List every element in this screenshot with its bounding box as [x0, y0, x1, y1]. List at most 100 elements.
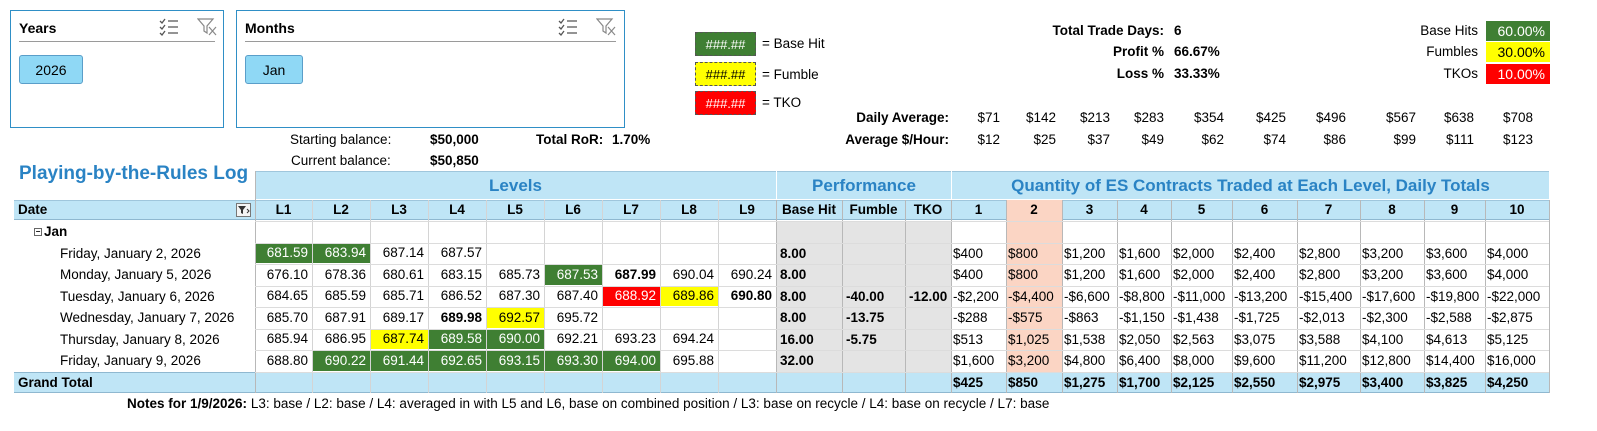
tkos-label: TKOs	[1443, 66, 1478, 81]
average-hour-label: Average $/Hour:	[845, 132, 949, 147]
level-cell	[603, 243, 660, 263]
daily-average-value: $638	[1443, 110, 1474, 125]
average-hour-value: $123	[1502, 132, 1533, 147]
quantity-cell: $4,000	[1487, 245, 1529, 261]
daily-average-label: Daily Average:	[856, 110, 949, 125]
fumbles-label: Fumbles	[1426, 44, 1478, 59]
quantity-cell: -$19,800	[1426, 288, 1480, 304]
grid-line	[1171, 200, 1172, 393]
row-date: Monday, January 5, 2026	[60, 267, 212, 282]
grid-line	[544, 200, 545, 393]
clear-filter-icon[interactable]	[197, 18, 217, 36]
quantity-cell: $4,800	[1064, 353, 1106, 368]
level-cell: 688.92	[603, 286, 660, 306]
level-cell: 687.40	[556, 288, 598, 303]
quantity-cell: -$4,400	[1008, 288, 1054, 304]
column-header-qty-9: 9	[1450, 202, 1459, 217]
performance-cell: -5.75	[846, 331, 877, 347]
level-cell: 694.00	[603, 350, 660, 371]
grid-line	[255, 371, 1549, 373]
level-cell: 685.94	[266, 331, 308, 346]
level-cell: 678.36	[324, 266, 366, 282]
column-header-qty-1: 1	[974, 202, 983, 217]
daily-average-value: $496	[1315, 110, 1346, 125]
performance-cell	[846, 264, 905, 285]
quantity-cell: $800	[1008, 245, 1039, 261]
quantity-cell: $3,200	[1362, 267, 1404, 282]
month-group-row[interactable]: − Jan	[34, 221, 67, 242]
grid-line	[255, 285, 1549, 287]
average-hour-value: $12	[977, 132, 1000, 147]
quantity-cell: -$15,400	[1299, 288, 1353, 304]
performance-cell: 32.00	[780, 353, 814, 368]
legend-fumble-label: = Fumble	[762, 67, 819, 82]
starting-balance-value: $50,000	[430, 132, 479, 147]
collapse-icon[interactable]: −	[34, 227, 42, 237]
months-slicer-title: Months	[245, 20, 295, 36]
grid-line	[1006, 200, 1007, 393]
multi-select-icon[interactable]	[558, 18, 578, 36]
years-slicer: Years 2026	[10, 10, 224, 128]
quantity-cell: -$575	[1008, 310, 1043, 325]
average-hour-value: $86	[1323, 132, 1346, 147]
performance-cell	[846, 350, 905, 371]
quantity-cell: -$13,200	[1234, 288, 1288, 304]
grid-line	[1117, 200, 1118, 393]
performance-cell: 8.00	[780, 288, 807, 304]
quantity-cell: $2,000	[1173, 245, 1215, 261]
level-cell: 689.86	[661, 286, 718, 306]
base-hits-label: Base Hits	[1420, 23, 1478, 38]
grid-line	[1485, 200, 1486, 393]
grid-line	[1062, 200, 1063, 393]
quantity-cell: $1,538	[1064, 331, 1106, 347]
level-cell: 695.72	[556, 309, 598, 325]
date-filter-button[interactable]	[236, 203, 251, 217]
column-header-l6: L6	[565, 202, 581, 217]
level-cell: 692.21	[556, 331, 598, 346]
performance-cell: -40.00	[846, 288, 885, 304]
quantity-cell: $14,400	[1426, 353, 1475, 368]
column-header-qty-7: 7	[1324, 202, 1333, 217]
quantity-cell: $400	[953, 267, 984, 282]
quantity-cell: $513	[953, 331, 984, 347]
grid-line	[1549, 200, 1550, 393]
column-header-fumble: Fumble	[849, 202, 898, 217]
clear-filter-icon[interactable]	[596, 18, 616, 36]
level-cell: 685.70	[266, 309, 308, 325]
years-slicer-title: Years	[19, 20, 57, 36]
profit-label: Profit %	[1112, 44, 1164, 59]
level-cell: 693.15	[487, 350, 544, 371]
row-date: Friday, January 9, 2026	[60, 353, 201, 368]
performance-cell: 8.00	[780, 267, 807, 282]
highlight-header	[1006, 200, 1062, 220]
performance-cell	[846, 243, 905, 264]
level-cell: 680.61	[382, 266, 424, 282]
grid-line	[312, 200, 313, 393]
level-cell: 693.23	[614, 331, 656, 346]
quantity-cell: $1,600	[953, 353, 995, 368]
average-hour-value: $49	[1141, 132, 1164, 147]
grid-line	[718, 200, 719, 393]
level-cell: 688.80	[266, 352, 308, 368]
level-cell: 691.44	[371, 350, 428, 371]
filter-icon	[238, 206, 250, 214]
slicer-item-jan[interactable]: Jan	[245, 55, 303, 84]
notes-text: L3: base / L2: base / L4: averaged in wi…	[250, 396, 1050, 411]
quantity-cell: $1,200	[1064, 267, 1106, 282]
performance-cell: 8.00	[780, 245, 807, 261]
grid-line	[602, 200, 603, 393]
multi-select-icon[interactable]	[159, 18, 179, 36]
quantity-cell: $3,075	[1234, 331, 1276, 347]
column-header-qty-2: 2	[1030, 202, 1038, 217]
quantity-cell: $3,200	[1008, 353, 1050, 368]
column-header-l8: L8	[681, 202, 697, 217]
slicer-item-2026[interactable]: 2026	[19, 55, 83, 84]
quantity-cell: $5,125	[1487, 331, 1529, 347]
quantity-cell: -$2,300	[1362, 310, 1408, 325]
quantity-cell: -$288	[953, 310, 988, 325]
grand-total-qty: $2,975	[1299, 374, 1341, 390]
grid-line	[1360, 200, 1361, 393]
column-header-qty-5: 5	[1197, 202, 1206, 217]
total-ror-label: Total RoR:	[536, 132, 604, 147]
trade-days-value: 6	[1174, 23, 1182, 38]
